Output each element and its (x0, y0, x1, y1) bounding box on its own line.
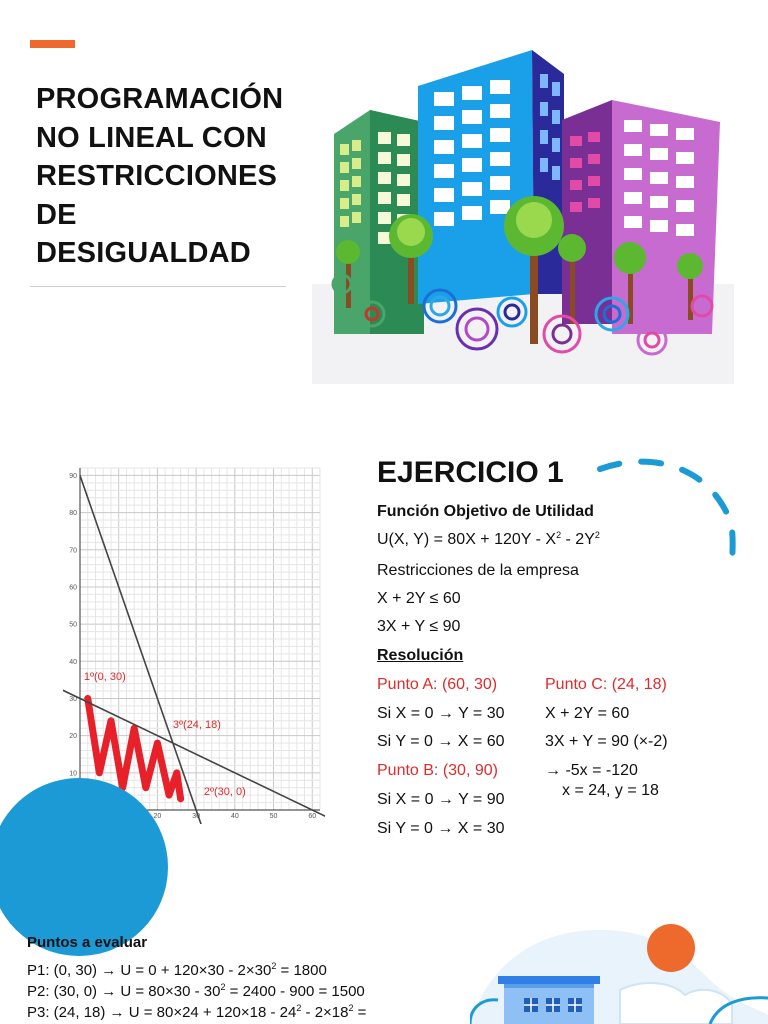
objective-function: U(X, Y) = 80X + 120Y - X2 - 2Y2 (377, 530, 600, 549)
point-b-label: Punto B: (30, 90) (377, 762, 498, 779)
constraint-2: 3X + Y ≤ 90 (377, 618, 461, 635)
evaluation-line-3: P3: (24, 18) → U = 80×24 + 120×18 - 242 … (27, 1003, 367, 1022)
y-tick-label: 30 (69, 696, 77, 703)
title-line: DE (36, 198, 77, 231)
x-tick-label: 30 (192, 813, 200, 820)
evaluation-line-2: P2: (30, 0) → U = 80×30 - 302 = 2400 - 9… (27, 982, 365, 1001)
y-tick-label: 20 (69, 733, 77, 740)
page-title: PROGRAMACIÓN NO LINEAL CON RESTRICCIONES… (36, 80, 326, 273)
title-line: DESIGUALDAD (36, 237, 251, 269)
city-buildings-illustration (312, 44, 734, 384)
constraint-line (79, 475, 202, 824)
vertex-label: 1º(0, 30) (84, 671, 126, 683)
constraint-line (63, 689, 325, 818)
title-line: NO LINEAL CON (36, 121, 267, 154)
y-tick-label: 90 (69, 473, 77, 480)
point-b-line: Si X = 0 → Y = 90 (377, 791, 505, 808)
vertex-label: 2º(30, 0) (204, 786, 246, 798)
y-tick-label: 80 (69, 510, 77, 517)
title-line: PROGRAMACIÓN (36, 83, 284, 115)
constraints-heading: Restricciones de la empresa (377, 562, 579, 579)
evaluation-line-1: P1: (0, 30) → U = 0 + 120×30 - 2×302 = 1… (27, 961, 327, 980)
x-tick-label: 60 (308, 813, 316, 820)
y-tick-label: 60 (69, 584, 77, 591)
feasible-region-chart: 01020304050601020304050607080901º(0, 30)… (63, 467, 325, 824)
objective-heading: Función Objetivo de Utilidad (377, 503, 594, 520)
exercise-title: EJERCICIO 1 (377, 456, 564, 489)
title-divider (30, 286, 286, 287)
evaluation-heading: Puntos a evaluar (27, 934, 148, 951)
y-tick-label: 70 (69, 547, 77, 554)
house-illustration (470, 924, 768, 1024)
feasible-region-scribble (84, 694, 185, 803)
y-tick-label: 50 (69, 622, 77, 629)
point-a-line: Si Y = 0 → X = 60 (377, 733, 505, 750)
y-tick-label: 40 (69, 659, 77, 666)
point-c-line: X + 2Y = 60 (545, 705, 630, 722)
point-a-line: Si X = 0 → Y = 30 (377, 705, 505, 722)
x-tick-label: 20 (154, 813, 162, 820)
decorative-blue-circle (0, 778, 168, 956)
point-b-line: Si Y = 0 → X = 30 (377, 820, 505, 837)
x-tick-label: 50 (270, 813, 278, 820)
resolution-heading: Resolución (377, 647, 464, 664)
decorative-dashed-arc (597, 458, 736, 572)
point-c-line: → -5x = -120 (545, 762, 638, 779)
title-line: RESTRICCIONES (36, 160, 278, 192)
point-a-label: Punto A: (60, 30) (377, 676, 498, 693)
point-c-line: x = 24, y = 18 (562, 782, 659, 799)
x-tick-label: 40 (231, 813, 239, 820)
vertex-label: 3º(24, 18) (173, 719, 221, 731)
y-tick-label: 10 (69, 770, 77, 777)
point-c-line: 3X + Y = 90 (×-2) (545, 733, 668, 750)
point-c-label: Punto C: (24, 18) (545, 676, 667, 693)
accent-bar (30, 40, 75, 48)
constraint-1: X + 2Y ≤ 60 (377, 590, 461, 607)
